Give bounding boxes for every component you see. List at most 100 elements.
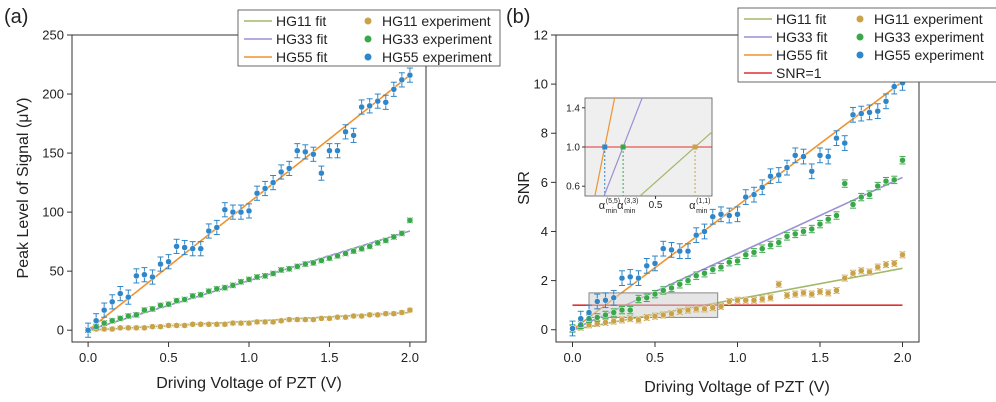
inset: α min(5,5)α min(3,3) α min(1,1)0.50.61.01.4 bbox=[566, 97, 713, 215]
data-point bbox=[117, 290, 124, 297]
x-tick-label: 1.5 bbox=[811, 350, 829, 365]
data-point bbox=[684, 277, 692, 284]
data-point bbox=[833, 212, 840, 219]
data-point bbox=[108, 298, 116, 306]
data-point bbox=[825, 289, 832, 297]
x-tick-label: 2.0 bbox=[401, 350, 419, 365]
data-point bbox=[253, 273, 261, 281]
data-point bbox=[277, 266, 285, 274]
y-tick-label: 8 bbox=[541, 126, 548, 141]
data-point bbox=[627, 273, 634, 281]
data-point bbox=[197, 321, 204, 328]
data-point bbox=[635, 316, 642, 324]
data-point bbox=[610, 294, 617, 302]
data-point bbox=[742, 193, 749, 201]
data-point bbox=[816, 220, 824, 228]
data-point bbox=[800, 228, 807, 235]
data-point bbox=[816, 288, 824, 295]
data-point bbox=[717, 303, 725, 310]
data-point bbox=[374, 97, 381, 105]
panel-a: (a) 0.0 0.5 1.0 1.5 2.0 0 50 100 150 200 250 Driv… bbox=[4, 6, 501, 392]
data-point bbox=[668, 284, 675, 292]
data-point bbox=[366, 243, 373, 250]
panel-a-yticks: 0 50 100 150 200 250 bbox=[42, 28, 72, 338]
legend-label: HG55 fit bbox=[776, 47, 827, 63]
data-point bbox=[618, 306, 626, 314]
data-point bbox=[833, 287, 840, 294]
x-tick-label: 0.5 bbox=[646, 350, 664, 365]
data-point bbox=[358, 312, 365, 320]
data-point bbox=[643, 294, 650, 302]
data-point bbox=[213, 285, 221, 293]
fit-line-3 bbox=[572, 81, 903, 331]
data-point bbox=[808, 225, 815, 233]
data-point bbox=[141, 324, 148, 332]
data-point bbox=[390, 86, 398, 93]
data-point bbox=[157, 323, 164, 330]
data-point bbox=[165, 322, 172, 329]
data-point bbox=[92, 317, 100, 324]
data-point bbox=[406, 217, 414, 224]
data-point bbox=[684, 247, 692, 255]
data-point bbox=[866, 268, 873, 276]
data-point bbox=[157, 302, 164, 309]
panel-b-ylabel: SNR bbox=[516, 171, 533, 205]
data-point bbox=[858, 267, 865, 275]
data-point bbox=[221, 321, 229, 328]
data-point bbox=[668, 246, 675, 254]
data-point bbox=[734, 296, 741, 304]
data-point bbox=[229, 319, 237, 327]
legend-marker-swatch bbox=[856, 33, 864, 41]
data-point bbox=[398, 309, 406, 316]
data-point bbox=[221, 284, 229, 291]
data-point bbox=[849, 201, 857, 208]
data-point bbox=[783, 164, 791, 171]
panel-b-xticks: 0.0 0.5 1.0 1.5 2.0 bbox=[563, 342, 912, 365]
data-point bbox=[767, 241, 774, 249]
data-point bbox=[390, 233, 398, 241]
data-point bbox=[899, 157, 906, 164]
panel-a-points bbox=[84, 67, 414, 338]
data-point bbox=[350, 247, 357, 255]
y-tick-label: 0 bbox=[57, 323, 64, 338]
data-point bbox=[882, 177, 890, 185]
data-point bbox=[318, 315, 325, 322]
panel-a-frame bbox=[71, 34, 427, 343]
data-point bbox=[318, 169, 325, 177]
legend-label: HG33 experiment bbox=[382, 31, 492, 47]
data-point bbox=[285, 265, 293, 273]
data-point bbox=[334, 252, 341, 260]
data-point bbox=[189, 245, 196, 252]
data-point bbox=[173, 297, 180, 304]
data-point bbox=[406, 71, 414, 79]
inset-y-tick-label: 0.6 bbox=[566, 182, 580, 193]
inset-fit-line bbox=[603, 98, 643, 196]
legend-marker-swatch bbox=[856, 15, 864, 23]
legend-label: HG55 experiment bbox=[382, 49, 492, 65]
data-point bbox=[742, 296, 749, 304]
data-point bbox=[783, 292, 791, 299]
inset-y-tick-label: 1.4 bbox=[566, 103, 580, 114]
data-point bbox=[643, 314, 650, 321]
data-point bbox=[891, 260, 898, 267]
inset-lines bbox=[585, 98, 712, 196]
data-point bbox=[660, 287, 667, 294]
legend-label: HG11 experiment bbox=[382, 13, 491, 29]
data-point bbox=[382, 99, 390, 106]
data-point bbox=[342, 128, 349, 136]
data-point bbox=[125, 324, 132, 332]
legend-marker-swatch bbox=[364, 35, 372, 43]
data-point bbox=[792, 290, 799, 298]
data-point bbox=[693, 231, 700, 239]
data-point bbox=[775, 281, 782, 288]
data-point bbox=[792, 152, 799, 159]
data-point bbox=[775, 171, 782, 179]
data-point bbox=[841, 180, 848, 187]
data-point bbox=[594, 314, 601, 321]
data-point bbox=[569, 325, 576, 332]
data-point bbox=[269, 318, 277, 326]
data-point bbox=[294, 316, 301, 323]
data-point bbox=[874, 263, 881, 271]
data-point bbox=[310, 259, 317, 267]
data-point bbox=[717, 211, 725, 218]
